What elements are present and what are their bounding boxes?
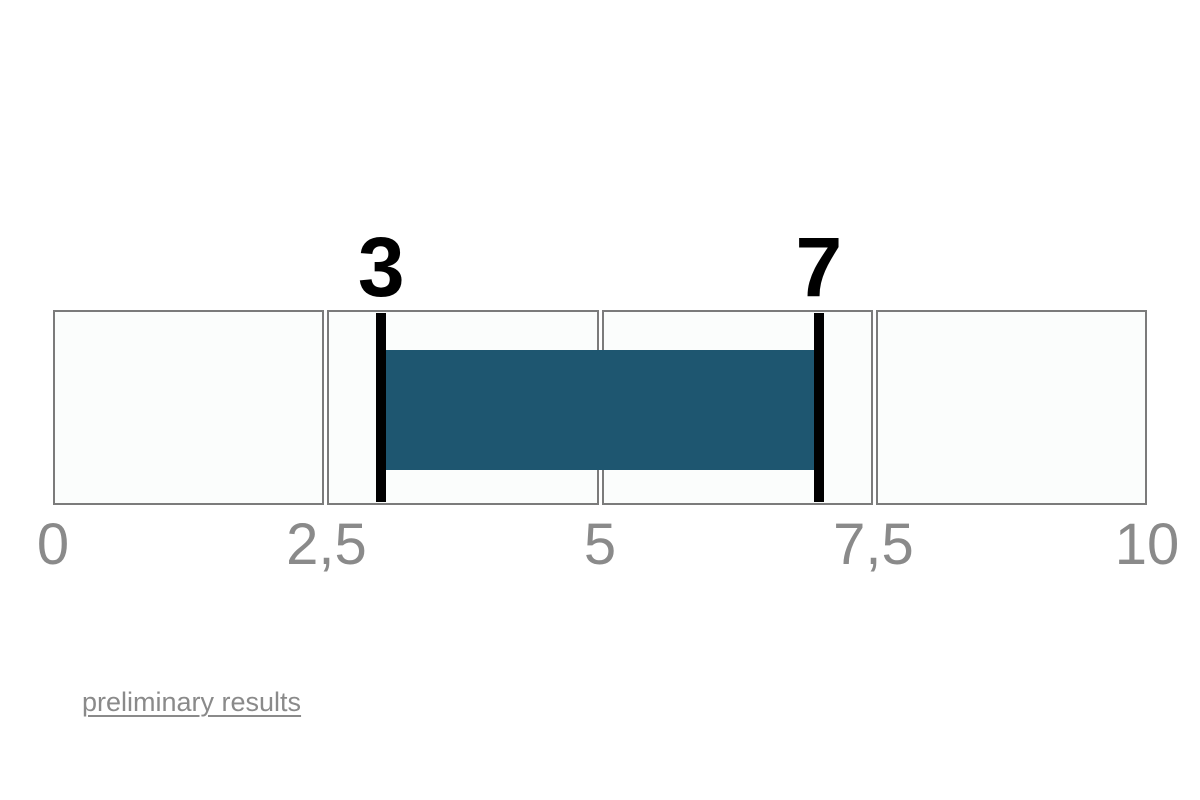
axis-tick-label: 5	[583, 512, 617, 577]
axis-tick-label: 0	[36, 512, 70, 577]
scale-segment	[53, 310, 325, 505]
preliminary-results-link[interactable]: preliminary results	[82, 687, 302, 717]
axis-tick-label: 10	[1114, 512, 1180, 577]
range-handle-high[interactable]	[813, 313, 824, 502]
axis-tick-label: 2,5	[286, 512, 367, 577]
selected-range-bar	[381, 350, 819, 470]
range-value-high-label: 7	[795, 220, 843, 314]
scale-segment	[875, 310, 1147, 505]
range-value-low-label: 3	[357, 220, 405, 314]
axis-tick-labels: 0 2,5 5 7,5 10	[37, 512, 1179, 580]
range-slider-chart: 3 7 0 2,5 5 7,5 10	[37, 225, 1179, 574]
range-handle-low[interactable]	[376, 313, 387, 502]
axis-tick-label: 7,5	[833, 512, 914, 577]
